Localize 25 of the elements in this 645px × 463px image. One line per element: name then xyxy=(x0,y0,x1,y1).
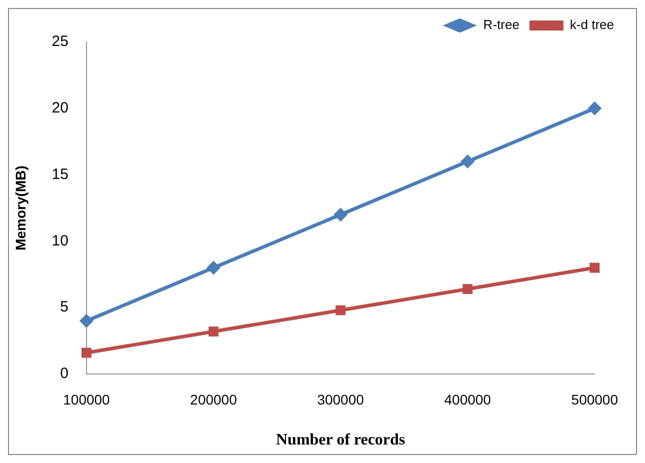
x-tick-label: 100000 xyxy=(63,391,110,408)
point xyxy=(208,326,218,336)
point xyxy=(462,284,473,294)
point xyxy=(334,208,348,222)
y-tick-label: 0 xyxy=(60,365,68,382)
point xyxy=(460,154,475,169)
point xyxy=(79,314,94,328)
y-tick-label: 10 xyxy=(52,232,68,250)
x-tick-label: 400000 xyxy=(444,391,492,408)
legend-label: k-d tree xyxy=(570,17,614,32)
point xyxy=(590,262,600,273)
point xyxy=(82,348,92,358)
legend-label: R-tree xyxy=(483,17,520,32)
point xyxy=(206,260,221,275)
y-axis-title: Memory(MB) xyxy=(12,166,28,250)
point xyxy=(588,101,602,116)
x-tick-label: 200000 xyxy=(190,391,238,408)
y-tick-label: 5 xyxy=(60,298,68,316)
x-axis-title: Number of records xyxy=(276,432,406,449)
point xyxy=(336,305,346,316)
y-tick-label: 25 xyxy=(52,33,68,50)
y-tick-label: 20 xyxy=(52,100,68,117)
x-tick-label: 300000 xyxy=(317,391,364,408)
y-tick-label: 15 xyxy=(52,166,68,183)
x-tick-label: 500000 xyxy=(571,391,618,408)
